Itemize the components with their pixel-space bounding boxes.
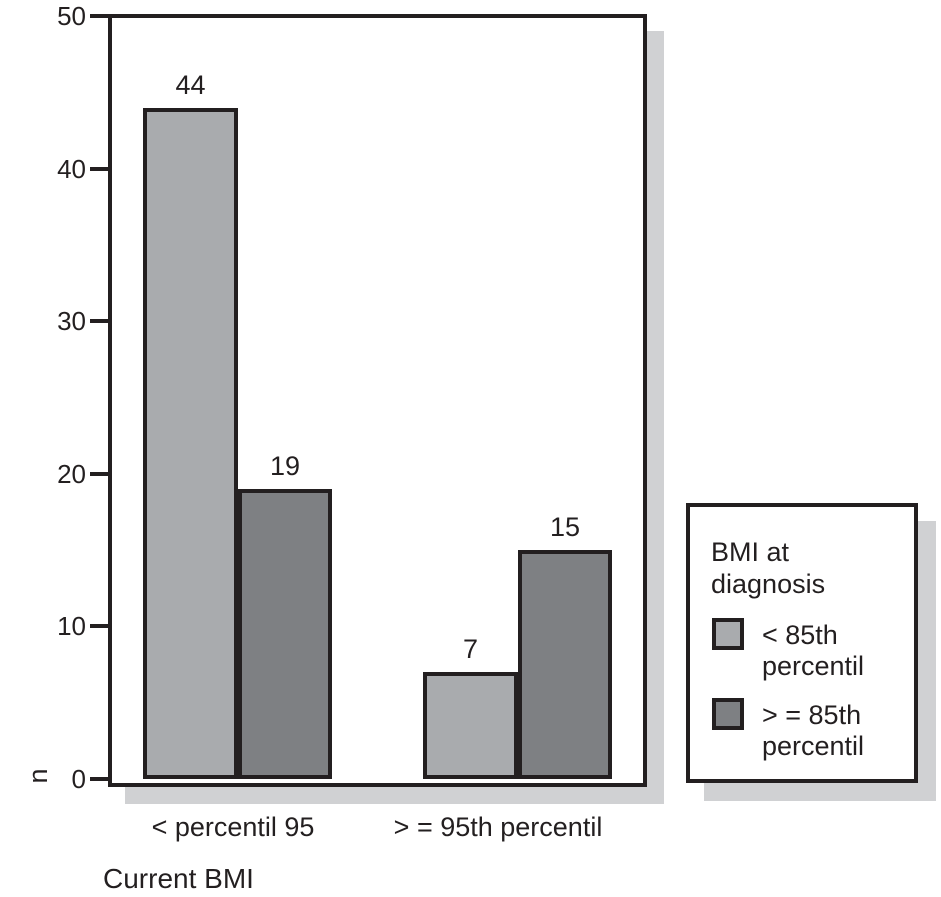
legend-entry-label: < 85th percentil [762,620,865,681]
y-tick-mark [90,777,108,781]
bar [143,108,238,779]
legend-entry: < 85th percentil [712,618,884,682]
bar-value-label: 15 [549,512,581,542]
y-tick-mark [90,319,108,323]
bar-value-label: 19 [269,451,301,481]
y-tick-label: 0 [71,764,86,794]
x-axis-title: Current BMI [103,863,254,894]
legend-swatch [712,618,744,650]
bar [518,550,612,779]
bar [238,489,332,779]
legend-box: BMI at diagnosis < 85th percentil > = 85t… [686,503,918,783]
y-tick-label: 30 [57,306,86,336]
bar [423,672,518,779]
y-axis-title: n [23,768,53,784]
y-tick-label: 10 [57,611,86,641]
x-category-label: > = 95th percentil [393,812,603,842]
bar-value-label: 7 [462,634,479,664]
y-tick-mark [90,167,108,171]
bar-value-label: 44 [175,70,206,100]
legend-entry-label: > = 85th percentil [762,700,865,761]
legend-swatch [712,698,744,730]
y-tick-mark [90,14,108,18]
y-tick-label: 20 [57,459,86,489]
legend-title: BMI at diagnosis [711,537,826,599]
legend-entry: > = 85th percentil [712,698,884,762]
y-tick-label: 40 [57,154,86,184]
x-category-label: < percentil 95 [151,812,315,842]
y-tick-mark [90,624,108,628]
y-tick-mark [90,472,108,476]
y-tick-label: 50 [57,1,86,31]
